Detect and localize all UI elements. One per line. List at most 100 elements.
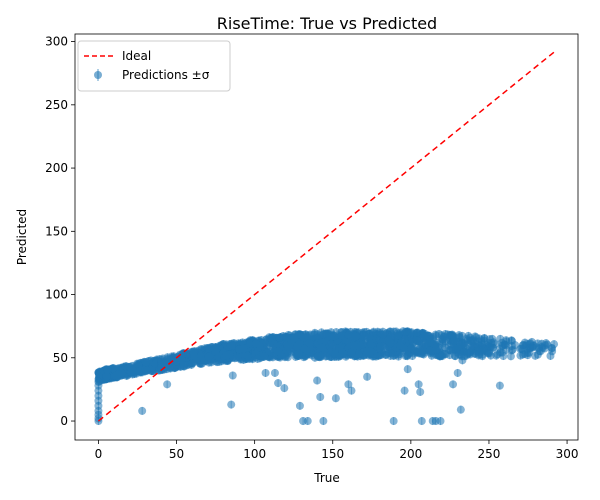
prediction-point: [449, 380, 458, 389]
prediction-point: [303, 417, 312, 426]
prediction-point: [261, 368, 270, 377]
prediction-point: [394, 331, 403, 340]
prediction-point: [321, 329, 330, 338]
prediction-point: [403, 365, 412, 374]
prediction-point: [321, 352, 330, 361]
prediction-point: [359, 332, 368, 341]
prediction-point: [416, 387, 425, 396]
y-tick-label: 250: [45, 98, 68, 112]
scatter-points: [94, 327, 559, 426]
prediction-point: [463, 348, 472, 357]
prediction-point: [138, 406, 147, 415]
prediction-point: [344, 380, 353, 389]
prediction-point: [475, 334, 484, 343]
y-tick-label: 150: [45, 224, 68, 238]
prediction-point: [319, 417, 328, 426]
y-tick-label: 100: [45, 288, 68, 302]
prediction-point: [318, 343, 327, 352]
prediction-point: [265, 333, 274, 342]
prediction-point: [458, 356, 467, 365]
prediction-point: [163, 380, 172, 389]
prediction-point: [260, 352, 269, 361]
prediction-point: [347, 386, 356, 395]
prediction-point: [440, 349, 449, 358]
prediction-point: [331, 394, 340, 403]
prediction-point: [252, 339, 261, 348]
y-tick-label: 300: [45, 35, 68, 49]
prediction-point: [453, 368, 462, 377]
prediction-point: [349, 341, 358, 350]
prediction-point: [102, 372, 111, 381]
prediction-point: [488, 343, 497, 352]
prediction-point: [142, 366, 151, 375]
prediction-point: [425, 332, 434, 341]
prediction-point: [347, 348, 356, 357]
prediction-point: [495, 381, 504, 390]
prediction-point: [179, 361, 188, 370]
prediction-point: [417, 417, 426, 426]
prediction-point: [462, 334, 471, 343]
prediction-point: [507, 342, 516, 351]
prediction-point: [163, 353, 172, 362]
prediction-point: [425, 338, 434, 347]
prediction-point: [103, 365, 112, 374]
prediction-point: [132, 359, 141, 368]
prediction-point: [222, 351, 231, 360]
prediction-point: [295, 401, 304, 410]
prediction-point: [111, 371, 120, 380]
prediction-point: [484, 349, 493, 358]
prediction-point: [366, 347, 375, 356]
x-tick-label: 200: [399, 447, 422, 461]
x-axis-label: True: [313, 471, 340, 485]
prediction-point: [330, 332, 339, 341]
prediction-point: [381, 351, 390, 360]
prediction-point: [457, 340, 466, 349]
legend-ideal-label: Ideal: [122, 49, 151, 63]
prediction-point: [407, 344, 416, 353]
prediction-point: [389, 351, 398, 360]
prediction-point: [274, 379, 283, 388]
prediction-point: [523, 351, 532, 360]
prediction-point: [228, 341, 237, 350]
prediction-point: [299, 333, 308, 342]
ideal-line: [97, 51, 556, 422]
prediction-point: [239, 344, 248, 353]
x-tick-label: 50: [169, 447, 184, 461]
x-tick-label: 250: [478, 447, 501, 461]
prediction-point: [414, 380, 423, 389]
legend-prediction-marker: [94, 71, 102, 79]
y-tick-label: 50: [53, 351, 68, 365]
x-tick-label: 300: [556, 447, 579, 461]
prediction-point: [449, 337, 458, 346]
prediction-point: [293, 343, 302, 352]
legend: Ideal Predictions ±σ: [77, 40, 231, 92]
plot-area-frame: [74, 33, 579, 441]
y-tick-label: 0: [60, 414, 68, 428]
x-tick-label: 150: [321, 447, 344, 461]
prediction-point: [408, 352, 417, 361]
prediction-point: [313, 352, 322, 361]
prediction-point: [204, 352, 213, 361]
prediction-point: [165, 363, 174, 372]
ideal-line-layer: [97, 51, 556, 422]
prediction-point: [284, 342, 293, 351]
prediction-point: [436, 417, 445, 426]
prediction-point: [533, 343, 542, 352]
prediction-point: [413, 336, 422, 345]
chart-title: RiseTime: True vs Predicted: [217, 14, 437, 33]
prediction-point: [416, 346, 425, 355]
prediction-point: [316, 392, 325, 401]
prediction-point: [547, 344, 556, 353]
prediction-point: [533, 350, 542, 359]
x-axis-ticks: 0 50 100 150 200 250 300: [95, 440, 579, 461]
prediction-point: [283, 333, 292, 342]
prediction-point: [227, 400, 236, 409]
prediction-point: [363, 372, 372, 381]
prediction-point: [253, 354, 262, 363]
prediction-point: [94, 377, 103, 386]
prediction-point: [506, 352, 515, 361]
prediction-point: [338, 348, 347, 357]
y-tick-label: 200: [45, 161, 68, 175]
prediction-point: [317, 337, 326, 346]
